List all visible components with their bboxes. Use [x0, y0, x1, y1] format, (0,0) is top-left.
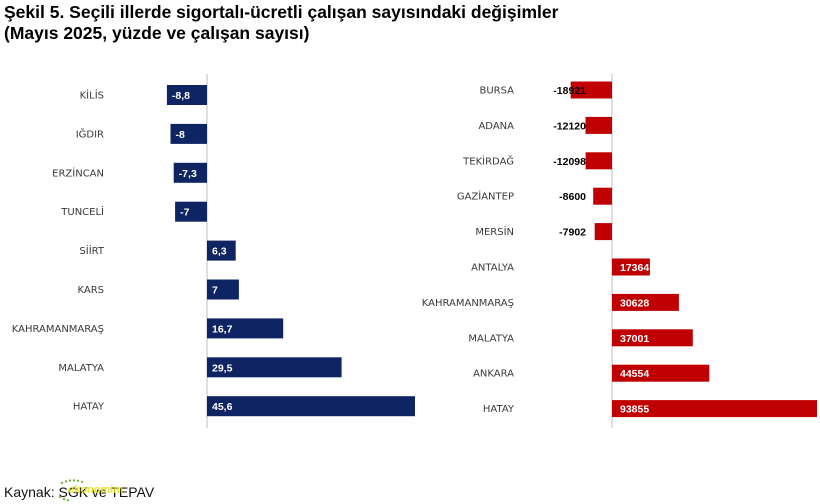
right-value-label: 44554 [620, 368, 649, 380]
left-value-label: -8 [176, 129, 185, 141]
right-bar-hatay [612, 400, 817, 418]
left-bar-erzi̇ncan [173, 162, 207, 183]
left-bar-kars [207, 279, 239, 300]
left-category-label: SİİRT [79, 244, 104, 257]
right-bar-teki̇rdağ [585, 152, 612, 170]
right-category-label: KAHRAMANMARAŞ [422, 298, 514, 309]
left-value-label: 16,7 [212, 323, 233, 335]
left-value-label: -7,3 [179, 168, 197, 180]
right-bar-adana [585, 116, 612, 134]
right-value-label: -8600 [559, 191, 586, 203]
right-category-label: TEKİRDAĞ [462, 154, 514, 167]
left-value-label: 29,5 [212, 362, 233, 374]
right-bar-malatya [612, 329, 693, 347]
right-category-label: HATAY [483, 404, 515, 415]
right-value-label: 93855 [620, 404, 649, 416]
left-category-label: TUNCELİ [60, 205, 104, 218]
left-value-label: 6,3 [212, 246, 227, 258]
right-category-label: MERSİN [475, 225, 514, 238]
right-bar-kahramanmaraş [612, 293, 679, 311]
right-category-label: MALATYA [468, 333, 514, 344]
left-category-label: IĞDIR [76, 127, 104, 140]
left-category-label: KİLİS [80, 89, 104, 102]
right-bar-bursa [570, 81, 612, 99]
left-category-label: KARS [77, 285, 104, 296]
right-value-label: -12098 [553, 156, 586, 168]
title-line-2: (Mayıs 2025, yüzde ve çalışan sayısı) [4, 23, 310, 43]
left-bar-si̇i̇rt [207, 240, 236, 261]
left-value-label: 7 [212, 285, 218, 297]
ekonomim-logo: ekonomim [58, 479, 123, 502]
right-value-label: 17364 [620, 262, 649, 274]
source-note: Kaynak: SGK ve TEPAV [4, 484, 155, 500]
right-category-label: BURSA [479, 86, 514, 97]
right-bar-mersi̇n [594, 223, 612, 241]
left-category-label: ERZİNCAN [52, 166, 104, 179]
right-value-label: -18921 [553, 85, 586, 97]
left-bar-ki̇li̇s [166, 85, 207, 105]
right-bar-ankara [612, 364, 710, 382]
right-category-label: ANKARA [473, 369, 514, 380]
left-value-label: 45,6 [212, 401, 233, 413]
title-line-1: Şekil 5. Seçili illerde sigortalı-ücretl… [4, 2, 559, 22]
left-category-label: HATAY [73, 402, 105, 413]
right-category-label: ADANA [478, 121, 514, 132]
left-category-label: KAHRAMANMARAŞ [12, 324, 104, 335]
right-category-label: GAZİANTEP [457, 190, 514, 203]
svg-text:ekonomim: ekonomim [68, 484, 123, 496]
right-value-label: -7902 [559, 227, 586, 239]
left-bar-hatay [207, 396, 415, 417]
left-category-label: MALATYA [58, 363, 104, 374]
left-bar-iğdir [170, 123, 207, 144]
left-value-label: -8,8 [172, 90, 190, 102]
left-value-label: -7 [180, 207, 189, 219]
left-bar-malatya [207, 357, 342, 378]
right-value-label: -12120 [553, 120, 586, 132]
right-bar-antalya [612, 258, 650, 276]
right-value-label: 30628 [620, 297, 649, 309]
right-bar-gazi̇antep [593, 187, 612, 205]
chart-title: Şekil 5. Seçili illerde sigortalı-ücretl… [4, 2, 804, 44]
left-bar-kahramanmaraş [207, 318, 284, 339]
right-category-label: ANTALYA [471, 263, 514, 274]
right-value-label: 37001 [620, 333, 649, 345]
left-bar-tunceli̇ [175, 201, 207, 222]
